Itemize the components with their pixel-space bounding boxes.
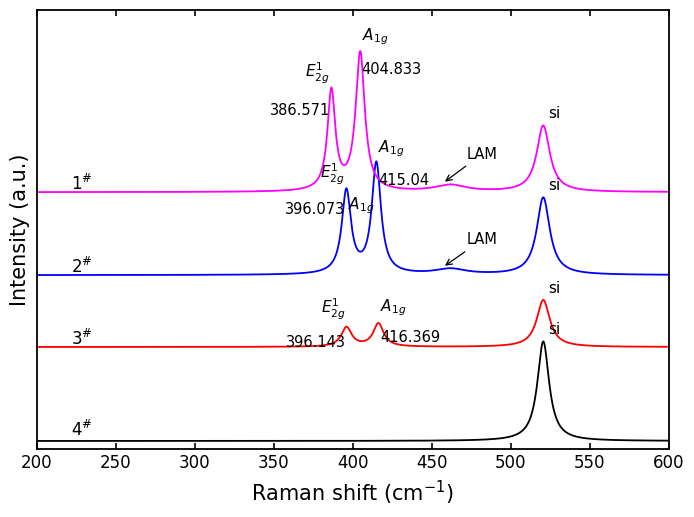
Text: $A_{1g}$: $A_{1g}$ [378, 139, 405, 159]
Text: LAM: LAM [446, 233, 497, 265]
Text: 1$^{\#}$: 1$^{\#}$ [71, 174, 93, 194]
Text: si: si [548, 107, 560, 121]
Text: 4$^{\#}$: 4$^{\#}$ [71, 420, 93, 440]
X-axis label: Raman shift (cm$^{-1}$): Raman shift (cm$^{-1}$) [251, 479, 454, 507]
Text: si: si [548, 178, 560, 193]
Text: $A_{1g}$: $A_{1g}$ [362, 27, 388, 48]
Text: $E^{1}_{2g}$: $E^{1}_{2g}$ [305, 61, 330, 86]
Text: 2$^{\#}$: 2$^{\#}$ [71, 257, 93, 277]
Text: 396.143: 396.143 [286, 336, 346, 351]
Text: $E^{1}_{2g}$: $E^{1}_{2g}$ [320, 161, 345, 187]
Text: LAM: LAM [446, 147, 497, 181]
Text: $E^{1}_{2g}$: $E^{1}_{2g}$ [321, 297, 346, 322]
Text: $A_{1g}$: $A_{1g}$ [348, 195, 375, 216]
Text: 416.369: 416.369 [380, 330, 440, 345]
Text: 396.073: 396.073 [285, 202, 345, 217]
Text: 415.04: 415.04 [378, 173, 429, 188]
Text: 386.571: 386.571 [269, 102, 330, 117]
Text: si: si [548, 281, 560, 296]
Text: 404.833: 404.833 [362, 62, 422, 77]
Text: si: si [548, 322, 560, 337]
Y-axis label: Intensity (a.u.): Intensity (a.u.) [10, 153, 30, 306]
Text: 3$^{\#}$: 3$^{\#}$ [71, 329, 93, 349]
Text: $A_{1g}$: $A_{1g}$ [380, 298, 407, 318]
